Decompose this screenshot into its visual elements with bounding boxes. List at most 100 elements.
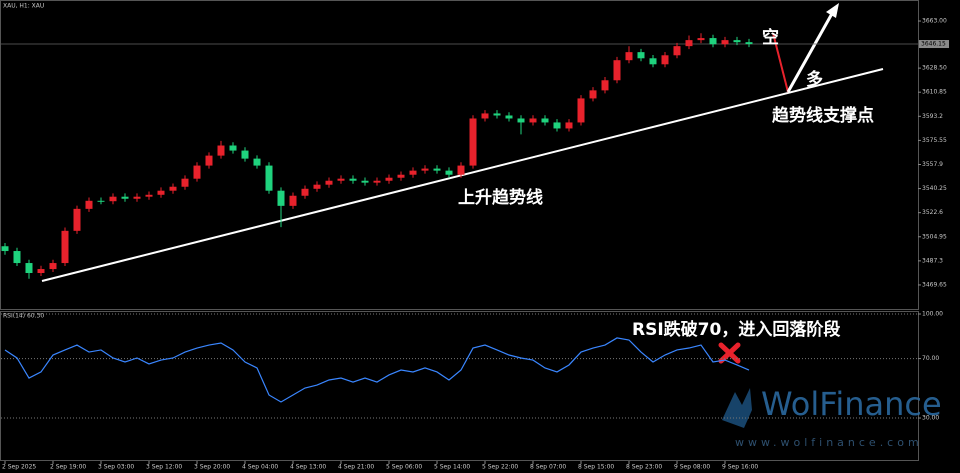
current-price-label: 3646.15 xyxy=(921,41,946,48)
candle-body xyxy=(193,165,201,179)
candle-body xyxy=(85,200,93,209)
annotation: RSI跌破70，进入回落阶段 xyxy=(632,319,840,340)
candle-body xyxy=(373,180,381,183)
candle-body xyxy=(313,184,321,189)
candle-body xyxy=(721,40,729,45)
candle-body xyxy=(481,113,489,119)
candle-body xyxy=(457,165,465,175)
y-tick-label: 3504.95 xyxy=(922,233,947,240)
candle-body xyxy=(157,190,165,195)
x-tick-label: 3 Sep 20:00 xyxy=(194,464,230,471)
candle-body xyxy=(37,269,45,274)
candle-body xyxy=(301,188,309,196)
x-tick-label: 3 Sep 03:00 xyxy=(98,464,134,471)
x-tick-label: 4 Sep 21:00 xyxy=(338,464,374,471)
x-tick-label: 5 Sep 14:00 xyxy=(434,464,470,471)
candle-body xyxy=(733,40,741,43)
y-tick-label: 3522.6 xyxy=(922,209,943,216)
candle-body xyxy=(361,180,369,183)
watermark-logo xyxy=(722,388,752,428)
y-tick-label: 3610.85 xyxy=(922,89,947,96)
x-tick-label: 9 Sep 08:00 xyxy=(674,464,710,471)
x-tick-label: 8 Sep 07:00 xyxy=(530,464,566,471)
x-tick-label: 5 Sep 06:00 xyxy=(386,464,422,471)
y-tick-label: 100.00 xyxy=(922,311,943,318)
candle-body xyxy=(553,122,561,129)
short-line xyxy=(772,32,789,93)
y-tick-label: 3540.25 xyxy=(922,185,947,192)
candle-body xyxy=(229,145,237,151)
candle-body xyxy=(697,38,705,41)
annotation: 趋势线支撑点 xyxy=(772,105,874,126)
candle-body xyxy=(121,196,129,199)
y-tick-label: 3487.3 xyxy=(922,257,943,264)
candle-body xyxy=(385,177,393,181)
candle-body xyxy=(433,168,441,171)
x-tick-label: 9 Sep 16:00 xyxy=(722,464,758,471)
candle-body xyxy=(61,230,69,264)
x-tick-label: 2 Sep 19:00 xyxy=(50,464,86,471)
candle-body xyxy=(397,174,405,178)
candle-body xyxy=(253,158,261,166)
y-tick-label: 3663.00 xyxy=(922,18,947,25)
y-tick-label: 3557.9 xyxy=(922,161,943,168)
candle-body xyxy=(685,40,693,47)
candle-body xyxy=(589,90,597,99)
y-tick-label: 3628.50 xyxy=(922,65,947,72)
rsi-panel-frame xyxy=(0,311,919,461)
red-cross xyxy=(718,342,741,364)
candle-body xyxy=(637,52,645,59)
annotation: 多 xyxy=(806,69,823,90)
candle-body xyxy=(445,170,453,175)
candle-body xyxy=(709,38,717,45)
candle-body xyxy=(613,60,621,81)
candle-body xyxy=(673,46,681,56)
candle-body xyxy=(145,194,153,197)
candle-body xyxy=(529,118,537,123)
candle-body xyxy=(745,42,753,45)
rsi-line xyxy=(4,337,750,403)
candle-body xyxy=(325,180,333,185)
candle-body xyxy=(349,178,357,181)
x-tick-label: 5 Sep 22:00 xyxy=(482,464,518,471)
arrow-head xyxy=(826,3,839,18)
candle-body xyxy=(661,55,669,65)
candle-body xyxy=(469,118,477,166)
candle-body xyxy=(49,263,57,270)
y-tick-label: 30.00 xyxy=(922,415,939,422)
candle-body xyxy=(493,113,501,116)
candle-body xyxy=(541,118,549,123)
x-tick-label: 8 Sep 23:00 xyxy=(626,464,662,471)
candle-body xyxy=(277,190,285,206)
candle-body xyxy=(337,178,345,181)
current-price-box xyxy=(919,40,949,49)
candle-body xyxy=(577,98,585,123)
y-tick-label: 3593.2 xyxy=(922,113,943,120)
candle-body xyxy=(25,263,33,274)
candle-body xyxy=(265,165,273,191)
main-panel-frame xyxy=(0,0,919,310)
candle-body xyxy=(241,150,249,159)
candle-body xyxy=(601,80,609,91)
annotation: 空 xyxy=(762,27,779,48)
watermark-brand: WolFinance xyxy=(761,385,942,423)
candle-body xyxy=(109,196,117,202)
long-arrow xyxy=(786,9,836,93)
x-tick-label: 8 Sep 15:00 xyxy=(578,464,614,471)
watermark-url: www.wolfinance.com xyxy=(735,436,923,449)
trend-line xyxy=(41,68,884,282)
candle-body xyxy=(13,251,21,264)
main-title: XAU, H1: XAU xyxy=(3,3,44,10)
candle-body xyxy=(289,195,297,206)
candle-body xyxy=(181,178,189,187)
candle-body xyxy=(73,208,81,231)
x-tick-label: 4 Sep 13:00 xyxy=(290,464,326,471)
x-tick-label: 2 Sep 2025 xyxy=(2,464,36,471)
annotation: 上升趋势线 xyxy=(458,187,543,208)
candle-body xyxy=(649,58,657,65)
x-tick-label: 3 Sep 12:00 xyxy=(146,464,182,471)
rsi-title: RSI(14) 60.30 xyxy=(3,313,44,320)
